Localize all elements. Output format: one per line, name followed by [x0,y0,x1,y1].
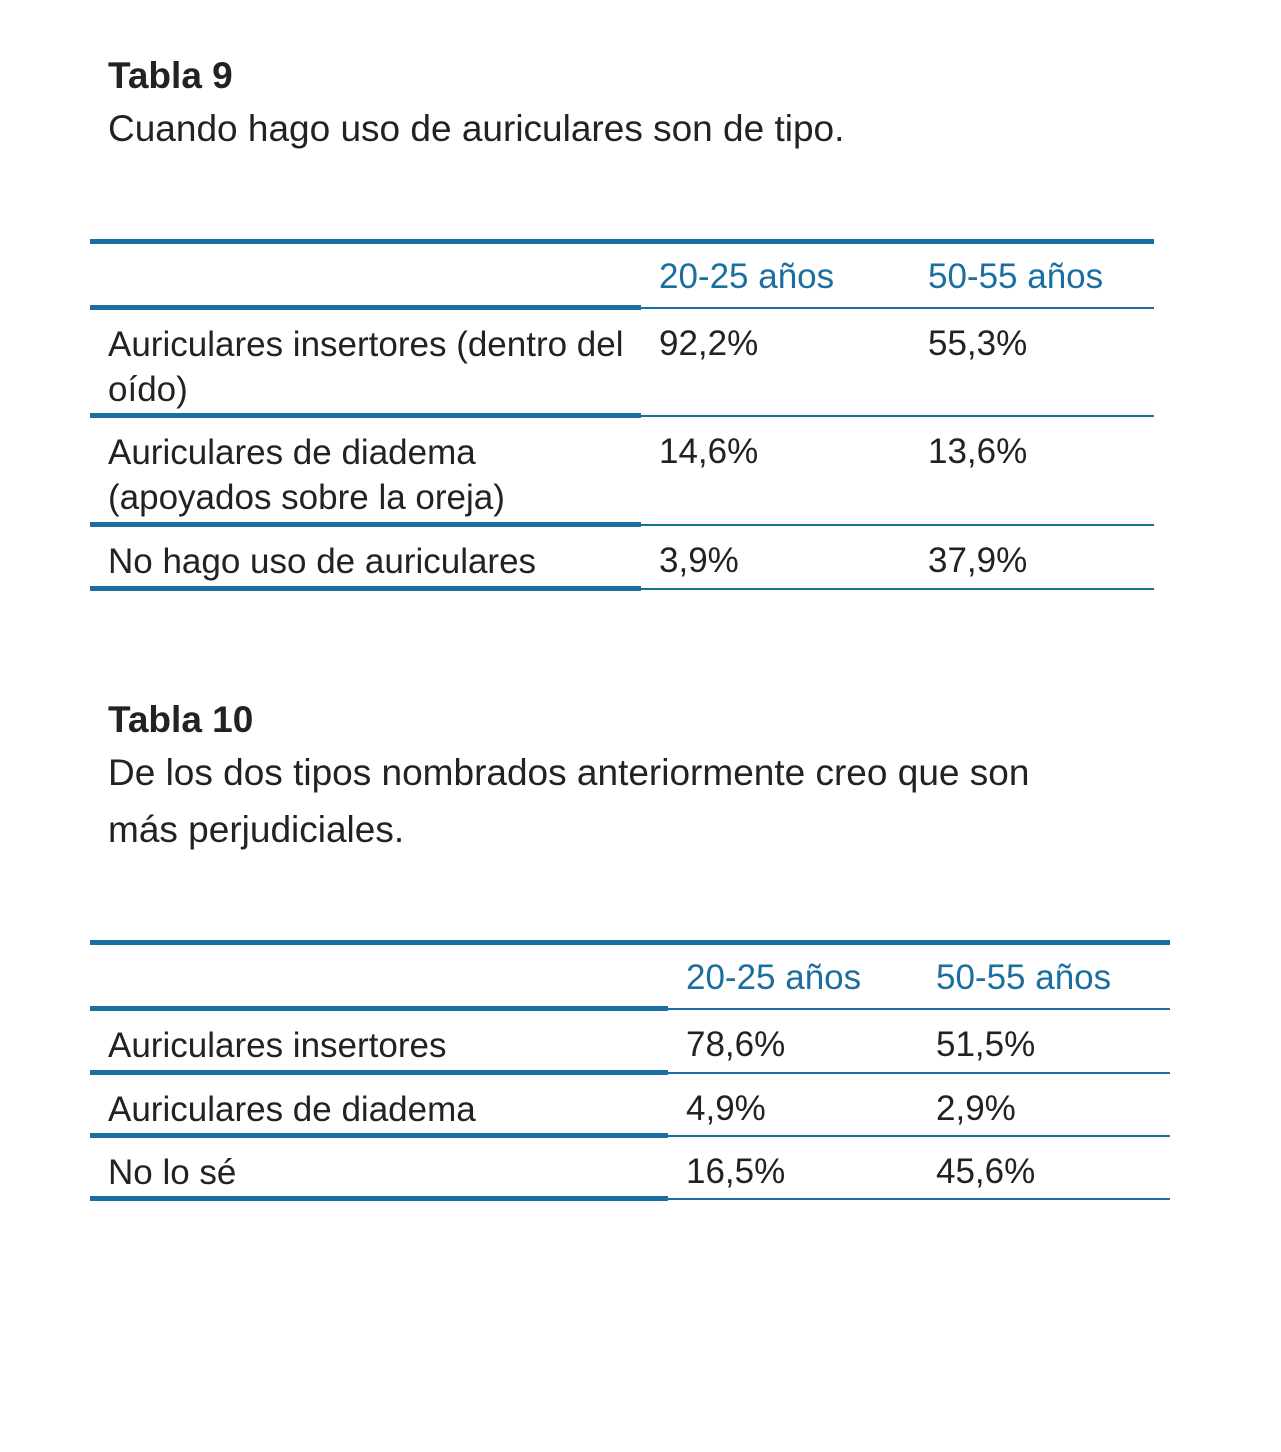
table-10-title: Tabla 10 [108,699,254,740]
table-10-subtitle: De los dos tipos nombrados anteriormente… [108,752,1030,850]
row-label: No hago uso de auriculares [90,524,641,591]
row-value: 78,6% [668,1008,918,1074]
row-value: 14,6% [641,415,910,526]
table-10-caption: Tabla 10 De los dos tipos nombrados ante… [108,696,1108,858]
header-empty [90,940,668,1011]
table-9-title: Tabla 9 [108,55,233,96]
row-value: 92,2% [641,307,910,417]
table-row: Auriculares insertores 78,6% 51,5% [90,1008,1170,1075]
table-9-caption: Tabla 9 Cuando hago uso de auriculares s… [108,52,1108,157]
row-value: 4,9% [668,1072,918,1137]
row-value: 45,6% [918,1135,1170,1200]
row-value: 37,9% [910,524,1154,590]
table-9-subtitle: Cuando hago uso de auriculares son de ti… [108,108,845,149]
table-row: Auriculares de diadema 4,9% 2,9% [90,1072,1170,1138]
table-9: 20-25 años 50-55 años Auriculares insert… [90,239,1154,591]
row-value: 13,6% [910,415,1154,526]
row-value: 51,5% [918,1008,1170,1074]
row-label: Auriculares insertores [90,1008,668,1075]
table-row: No hago uso de auriculares 3,9% 37,9% [90,524,1154,591]
table-row: Auriculares insertores (dentro del oído)… [90,307,1154,418]
header-50-55: 50-55 años [918,940,1170,1010]
header-50-55: 50-55 años [910,239,1154,309]
row-label: Auriculares de diadema (apoyados sobre l… [90,415,641,527]
header-20-25: 20-25 años [641,239,910,309]
table-header-row: 20-25 años 50-55 años [90,940,1170,1011]
table-row: Auriculares de diadema (apoyados sobre l… [90,415,1154,527]
header-20-25: 20-25 años [668,940,918,1010]
row-value: 55,3% [910,307,1154,417]
table-row: No lo sé 16,5% 45,6% [90,1135,1170,1201]
header-empty [90,239,641,310]
row-value: 2,9% [918,1072,1170,1137]
table-10: 20-25 años 50-55 años Auriculares insert… [90,940,1170,1201]
table-header-row: 20-25 años 50-55 años [90,239,1154,310]
row-value: 3,9% [641,524,910,590]
row-label: No lo sé [90,1135,668,1201]
row-value: 16,5% [668,1135,918,1200]
row-label: Auriculares de diadema [90,1072,668,1138]
row-label: Auriculares insertores (dentro del oído) [90,307,641,418]
